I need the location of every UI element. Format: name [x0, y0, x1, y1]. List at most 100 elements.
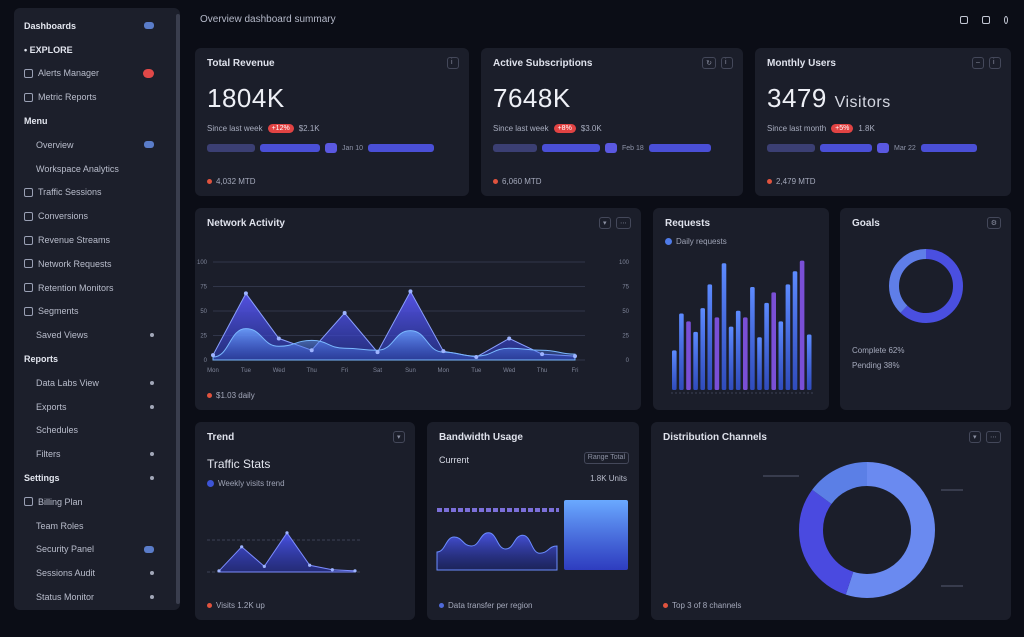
sidebar-item-label: Menu [24, 116, 48, 127]
sidebar-item[interactable]: Conversions [24, 204, 170, 228]
sidebar-item[interactable]: Traffic Sessions [24, 181, 170, 205]
bar [714, 317, 720, 390]
sidebar-item[interactable]: Menu [24, 109, 170, 133]
bar [693, 331, 698, 390]
bar [799, 260, 805, 390]
x-tick-label: Tue [471, 368, 482, 374]
sidebar-item[interactable]: Exports [24, 395, 170, 419]
x-tick-label: Tue [241, 368, 252, 374]
bar [735, 310, 741, 390]
kpi-range-label: Mar 22 [894, 144, 916, 152]
more-icon[interactable] [1004, 16, 1008, 24]
usage-tag[interactable]: Range Total [583, 452, 629, 464]
sidebar-item[interactable]: Workspace Analytics [24, 157, 170, 181]
card-title: Bandwidth Usage [439, 432, 523, 443]
sidebar-item[interactable]: Metric Reports [24, 85, 170, 109]
trend-card: Trend ▾ Traffic Stats Weekly visits tren… [195, 422, 415, 620]
y-tick-label: 75 [200, 285, 207, 291]
bar [707, 284, 713, 390]
x-tick-label: Sun [405, 368, 416, 374]
range-select[interactable]: ▾ [599, 217, 611, 229]
bar [672, 350, 677, 390]
kpi-meta: Since last week [493, 124, 549, 133]
data-point [573, 354, 577, 359]
trend-foot: Visits 1.2K up [216, 601, 265, 610]
sidebar-item[interactable]: Sessions Audit [24, 561, 170, 585]
slider-handle[interactable] [325, 143, 337, 153]
info-icon[interactable]: i [989, 57, 1001, 69]
activity-chart: Mon Tue Wed Thu Fri Sat Sun Mon Tue Wed Thu Fri 0 0 25… [197, 260, 630, 374]
kpi-delta: $3.0K [580, 124, 602, 133]
menu-icon [24, 211, 33, 221]
sidebar-item[interactable]: Network Requests [24, 252, 170, 276]
sidebar-item[interactable]: Overview [24, 133, 170, 157]
chevron-icon [150, 476, 154, 481]
goals-chart [889, 249, 963, 323]
sidebar-item[interactable]: Data Labs View [24, 371, 170, 395]
data-point [240, 545, 244, 549]
y-tick-label-right: 25 [622, 334, 629, 340]
sidebar-item-label: Saved Views [36, 330, 88, 341]
data-point [441, 349, 446, 354]
info-icon[interactable]: i [721, 57, 733, 69]
bar [750, 287, 755, 390]
chevron-icon [150, 333, 154, 338]
kpi-range-slider[interactable]: Jan 10 [207, 143, 457, 153]
data-point [540, 352, 545, 357]
info-icon[interactable]: i [447, 57, 459, 69]
sidebar-item[interactable]: Retention Monitors [24, 276, 170, 300]
sidebar-item[interactable]: Segments [24, 300, 170, 324]
bar [721, 263, 727, 390]
y-tick-label-right: 50 [622, 309, 629, 315]
slider-handle[interactable] [877, 143, 889, 153]
sidebar-item[interactable]: Billing Plan [24, 490, 170, 514]
data-point [330, 568, 334, 572]
sidebar-item[interactable]: Team Roles [24, 514, 170, 538]
slider-handle[interactable] [605, 143, 617, 153]
sidebar-item[interactable]: Revenue Streams [24, 228, 170, 252]
sidebar-item-label: Network Requests [38, 258, 112, 269]
sidebar-item[interactable]: Status Monitor [24, 585, 170, 609]
bar [679, 313, 684, 390]
data-point [375, 350, 380, 355]
kpi-meta: Since last month [767, 124, 827, 133]
settings-icon[interactable]: ⚙ [986, 217, 1001, 229]
count-badge [143, 68, 154, 78]
refresh-icon[interactable]: ↻ [702, 57, 716, 69]
chevron-icon [150, 404, 154, 409]
kpi-range-slider[interactable]: Mar 22 [767, 143, 999, 153]
count-badge [144, 141, 154, 149]
sidebar-item-label: Schedules [36, 425, 79, 436]
sidebar-item[interactable]: Alerts Manager [24, 62, 170, 86]
settings-icon[interactable] [982, 16, 990, 24]
menu-icon [24, 235, 33, 245]
sidebar-item[interactable]: Reports [24, 347, 170, 371]
count-badge [144, 545, 154, 553]
window-icon[interactable] [960, 16, 968, 24]
sidebar-item-label: Reports [24, 354, 59, 365]
sidebar-item[interactable]: Security Panel [24, 538, 170, 562]
sidebar-item[interactable]: Saved Views [24, 323, 170, 347]
chevron-icon [150, 571, 154, 576]
sidebar-scrollbar[interactable] [176, 14, 180, 604]
range-select[interactable]: ▾ [393, 431, 405, 443]
y-tick-label-right: 75 [622, 285, 629, 291]
sidebar-item[interactable]: Filters [24, 442, 170, 466]
minimize-icon[interactable]: – [972, 57, 984, 69]
sidebar-item[interactable]: Schedules [24, 419, 170, 443]
sidebar-item-label: Settings [24, 473, 60, 484]
more-icon[interactable]: ⋯ [616, 217, 631, 229]
sidebar-item[interactable]: Settings [24, 466, 170, 490]
x-tick-label: Wed [273, 368, 285, 374]
filter-select[interactable]: ▾ [969, 431, 981, 443]
trend-area [218, 531, 356, 573]
distribution-card: Distribution Channels ▾ ⋯ Top 3 of 8 chan… [651, 422, 1011, 620]
data-point [243, 291, 248, 296]
menu-icon [24, 259, 33, 269]
sidebar-item[interactable]: • EXPLORE [24, 38, 170, 62]
chevron-icon [150, 452, 154, 457]
more-icon[interactable]: ⋯ [986, 431, 1001, 443]
sidebar-item[interactable]: Dashboards [24, 14, 170, 38]
sidebar-item-label: Dashboards [24, 20, 77, 31]
kpi-range-slider[interactable]: Feb 18 [493, 143, 731, 153]
